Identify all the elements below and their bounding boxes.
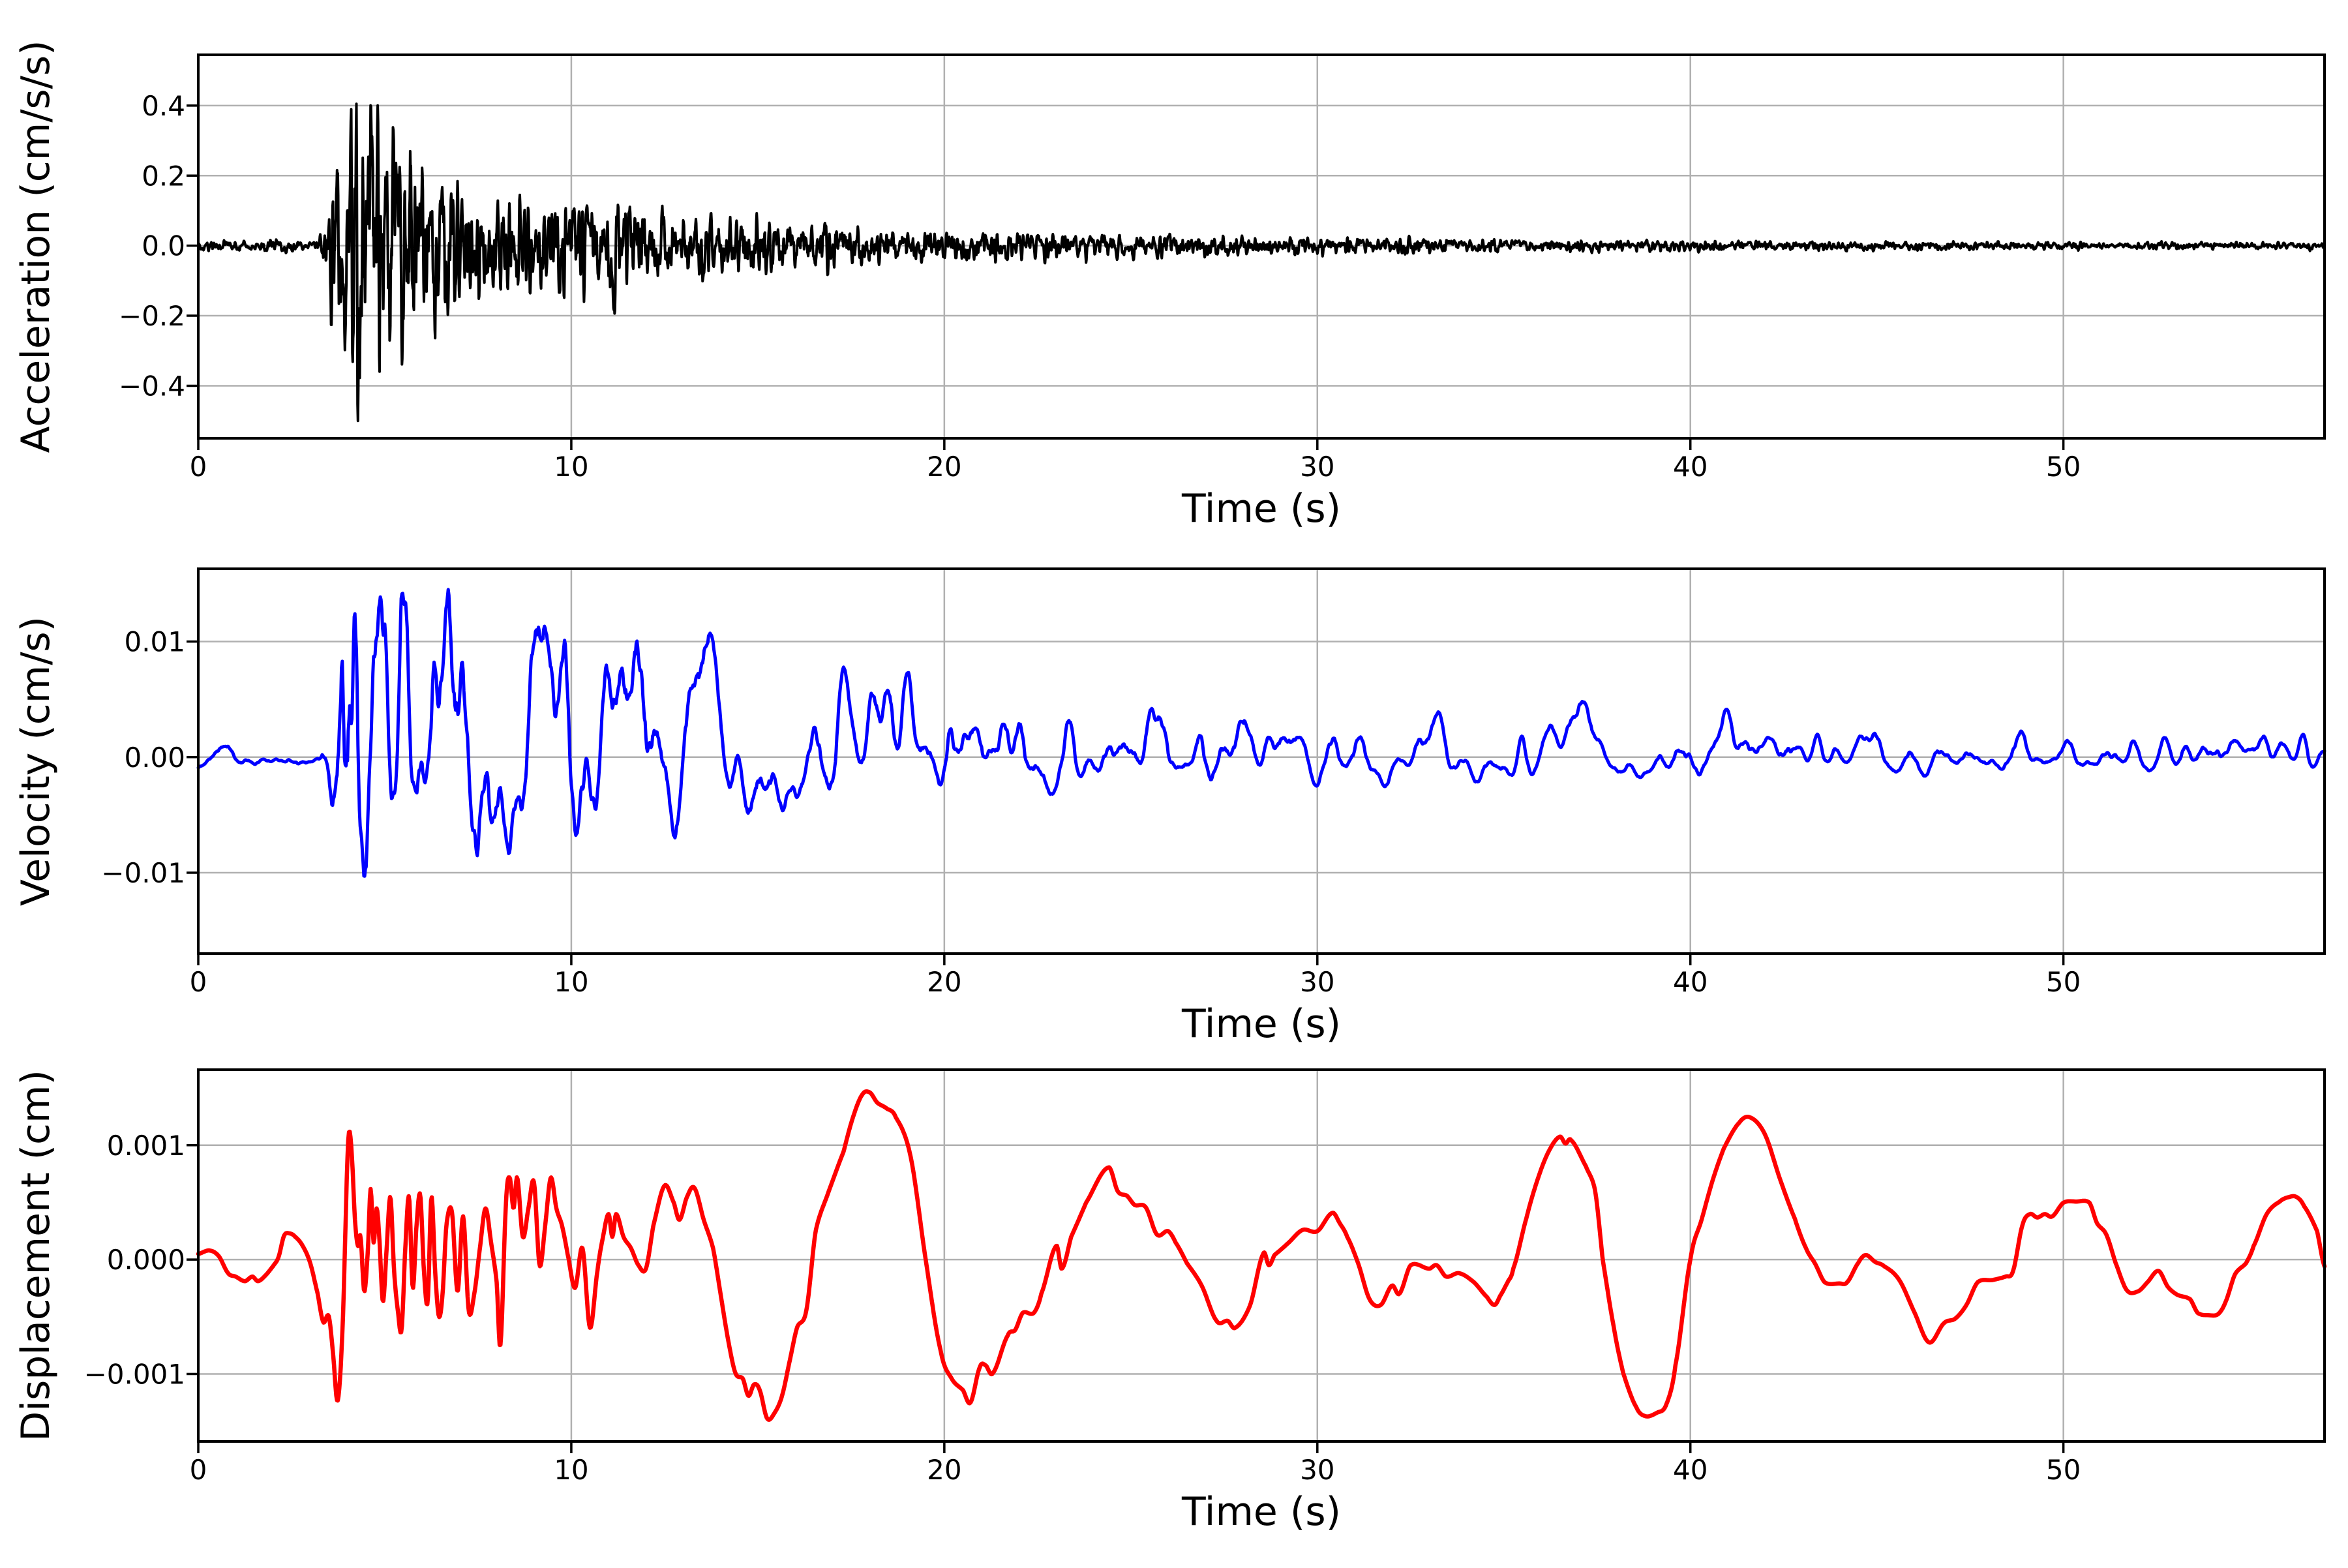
velocity-ytick-label: −0.01 xyxy=(101,857,185,889)
acceleration-ytick-label: 0.4 xyxy=(142,90,185,122)
acceleration-ytick-label: −0.4 xyxy=(119,370,185,402)
displacement-ytick-label: 0.000 xyxy=(107,1244,185,1276)
acceleration-xtick-label: 30 xyxy=(1300,451,1334,483)
velocity-ytick-label: 0.00 xyxy=(124,742,185,774)
acceleration-xtick-label: 0 xyxy=(190,451,207,483)
displacement-xaxis-label: Time (s) xyxy=(1181,1489,1341,1535)
displacement-xtick-label: 20 xyxy=(927,1454,961,1486)
velocity-xtick-label: 30 xyxy=(1300,966,1334,998)
acceleration-ticks xyxy=(187,104,2065,450)
displacement-xtick-label: 40 xyxy=(1673,1454,1708,1486)
displacement-gridlines xyxy=(198,1070,2325,1441)
velocity-ytick-label: 0.01 xyxy=(124,626,185,658)
velocity-yaxis-label: Velocity (cm/s) xyxy=(13,616,59,906)
displacement-xtick-label: 10 xyxy=(554,1454,588,1486)
velocity-plot: 0 10 20 30 40 50 0.01 0.00 −0.01 Time (s) Velocity… xyxy=(13,567,2326,1047)
velocity-xtick-label: 10 xyxy=(554,966,588,998)
displacement-yaxis-label: Displacement (cm) xyxy=(13,1070,59,1441)
acceleration-trace xyxy=(197,102,2326,423)
velocity-axes-box xyxy=(197,567,2326,955)
velocity-ticks xyxy=(187,640,2065,965)
acceleration-xaxis-label: Time (s) xyxy=(1181,486,1341,532)
acceleration-ytick-label: 0.2 xyxy=(142,160,185,192)
acceleration-yaxis-label: Acceleration (cm/s/s) xyxy=(13,40,59,453)
velocity-trace xyxy=(196,588,2326,878)
velocity-xtick-label: 50 xyxy=(2046,966,2081,998)
displacement-ytick-label: 0.001 xyxy=(107,1130,185,1162)
acceleration-xtick-label: 20 xyxy=(927,451,961,483)
displacement-trace xyxy=(196,1089,2327,1422)
velocity-xaxis-label: Time (s) xyxy=(1181,1001,1341,1047)
acceleration-xtick-label: 40 xyxy=(1673,451,1708,483)
acceleration-xtick-label: 10 xyxy=(554,451,588,483)
displacement-axes-box xyxy=(197,1068,2326,1443)
acceleration-xtick-label: 50 xyxy=(2046,451,2081,483)
displacement-xtick-label: 0 xyxy=(190,1454,207,1486)
displacement-xtick-label: 30 xyxy=(1300,1454,1334,1486)
displacement-ytick-label: −0.001 xyxy=(84,1359,185,1391)
velocity-xtick-label: 20 xyxy=(927,966,961,998)
acceleration-plot: 0 10 20 30 40 50 0.4 0.2 0.0 −0.2 −0.4 Time (s) Acce… xyxy=(13,40,2326,532)
acceleration-ytick-label: −0.2 xyxy=(119,300,185,332)
displacement-xtick-label: 50 xyxy=(2046,1454,2081,1486)
displacement-ticks xyxy=(187,1144,2065,1453)
acceleration-ytick-label: 0.0 xyxy=(142,230,185,262)
velocity-xtick-label: 40 xyxy=(1673,966,1708,998)
velocity-xtick-label: 0 xyxy=(190,966,207,998)
displacement-plot: 0 10 20 30 40 50 0.001 0.000 −0.001 Time (s) Displ… xyxy=(13,1068,2327,1535)
